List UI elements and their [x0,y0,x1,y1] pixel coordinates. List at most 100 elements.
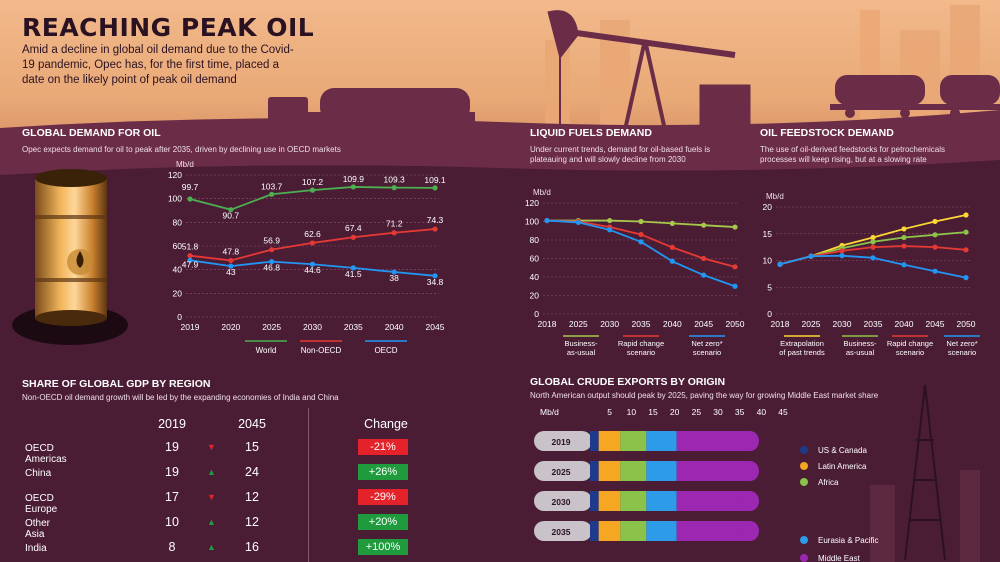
bar-year-pill [534,431,592,451]
legend-label: Africa [818,478,839,487]
legend-label: US & Canada [818,446,867,455]
x-tick-label: 45 [778,407,788,417]
data-point [309,240,316,246]
bar-segment-africa [620,431,647,451]
x-tick-label: 2035 [632,319,651,329]
y-tick-label: 10 [763,256,773,266]
legend-label: World [256,346,277,355]
legend-dot [800,554,808,562]
arrow-up-icon: ▲ [207,467,216,477]
data-point [839,253,845,259]
data-label: 47.9 [182,259,199,269]
x-tick-label: 10 [627,407,637,417]
data-point [732,224,738,230]
data-point [391,269,397,275]
data-point [669,244,675,250]
x-tick-label: 2025 [569,319,588,329]
bar-segment-africa [620,521,647,541]
gdp-change-badge: +100% [358,539,408,555]
data-label: 67.4 [345,223,362,233]
data-point [309,261,316,267]
data-label: 109.1 [424,175,446,185]
data-point [187,196,193,202]
x-tick-label: 2045 [694,319,713,329]
data-point [391,185,397,191]
data-point [808,253,814,259]
gdp-divider [308,408,309,562]
bar-segment-middle-east [676,521,751,541]
bar-segment-eurasia-pacific [646,431,677,451]
data-point [544,217,550,224]
y-tick-label: 80 [530,235,540,245]
data-label: 62.6 [304,229,321,239]
x-tick-label: 2045 [426,322,445,332]
arrow-down-icon: ▼ [207,492,216,502]
data-point [963,229,969,235]
data-point [777,261,783,267]
x-tick-label: 2040 [663,319,682,329]
data-point [187,253,193,259]
y-tick-label: 20 [763,202,773,212]
gdp-value-2019: 19 [165,465,179,479]
exports-title: GLOBAL CRUDE EXPORTS BY ORIGIN [530,376,726,388]
data-point [228,207,234,213]
legend-label: Business-as-usual [844,339,877,357]
y-tick-label: 40 [173,265,183,275]
x-tick-label: 2035 [344,322,363,332]
data-point [732,283,738,289]
bar-segment-us-canada [590,431,599,451]
bar-segment-eurasia-pacific [646,461,677,481]
x-tick-label: 2050 [957,319,976,329]
y-tick-label: 0 [534,309,539,319]
legend-label: OECD [374,346,397,355]
y-tick-label: 100 [525,217,539,227]
data-point [638,231,644,238]
x-tick-label: 2030 [303,322,322,332]
legend-dot [800,536,808,544]
exports-subtitle: North American output should peak by 202… [530,391,879,400]
y-tick-label: 0 [177,312,182,322]
data-point [732,264,738,270]
bar-segment-latin-america [598,461,621,481]
bar-segment-cap [741,491,759,511]
gdp-subtitle: Non-OECD oil demand growth will be led b… [22,393,339,402]
data-point [638,218,644,225]
data-point [350,184,356,190]
x-tick-label: 2019 [181,322,200,332]
data-point [432,226,438,232]
x-tick-label: 2040 [895,319,914,329]
y-tick-label: 20 [530,291,540,301]
data-point [901,234,907,241]
legend-label: Latin America [818,462,867,471]
data-point [963,247,969,253]
gdp-value-2045: 24 [245,465,259,479]
data-point [350,234,356,240]
bar-segment-latin-america [598,521,621,541]
bar-year-pill [534,491,592,511]
y-tick-label: 15 [763,229,773,239]
gdp-region-label: OECD Americas [25,443,67,465]
bar-segment-eurasia-pacific [646,491,677,511]
data-label: 103.7 [261,181,283,191]
data-point [932,244,938,250]
legend-label: Middle East [818,554,861,562]
data-point [309,187,316,193]
bar-segment-latin-america [598,431,621,451]
global-demand-subtitle: Opec expects demand for oil to peak afte… [22,145,341,154]
x-tick-label: 40 [757,407,767,417]
arrow-up-icon: ▲ [207,542,216,552]
bar-segment-africa [620,461,647,481]
bar-year-label: 2030 [552,497,571,507]
data-point [701,255,707,262]
data-point [638,239,644,245]
data-point [901,262,907,268]
legend-label: Non-OECD [301,346,342,355]
x-tick-label: 35 [735,407,745,417]
data-point [901,243,907,249]
data-label: 41.5 [345,269,362,279]
y-tick-label: 5 [767,282,772,292]
data-point [669,220,675,226]
data-label: 47.8 [223,246,240,256]
data-label: 90.7 [223,211,240,221]
